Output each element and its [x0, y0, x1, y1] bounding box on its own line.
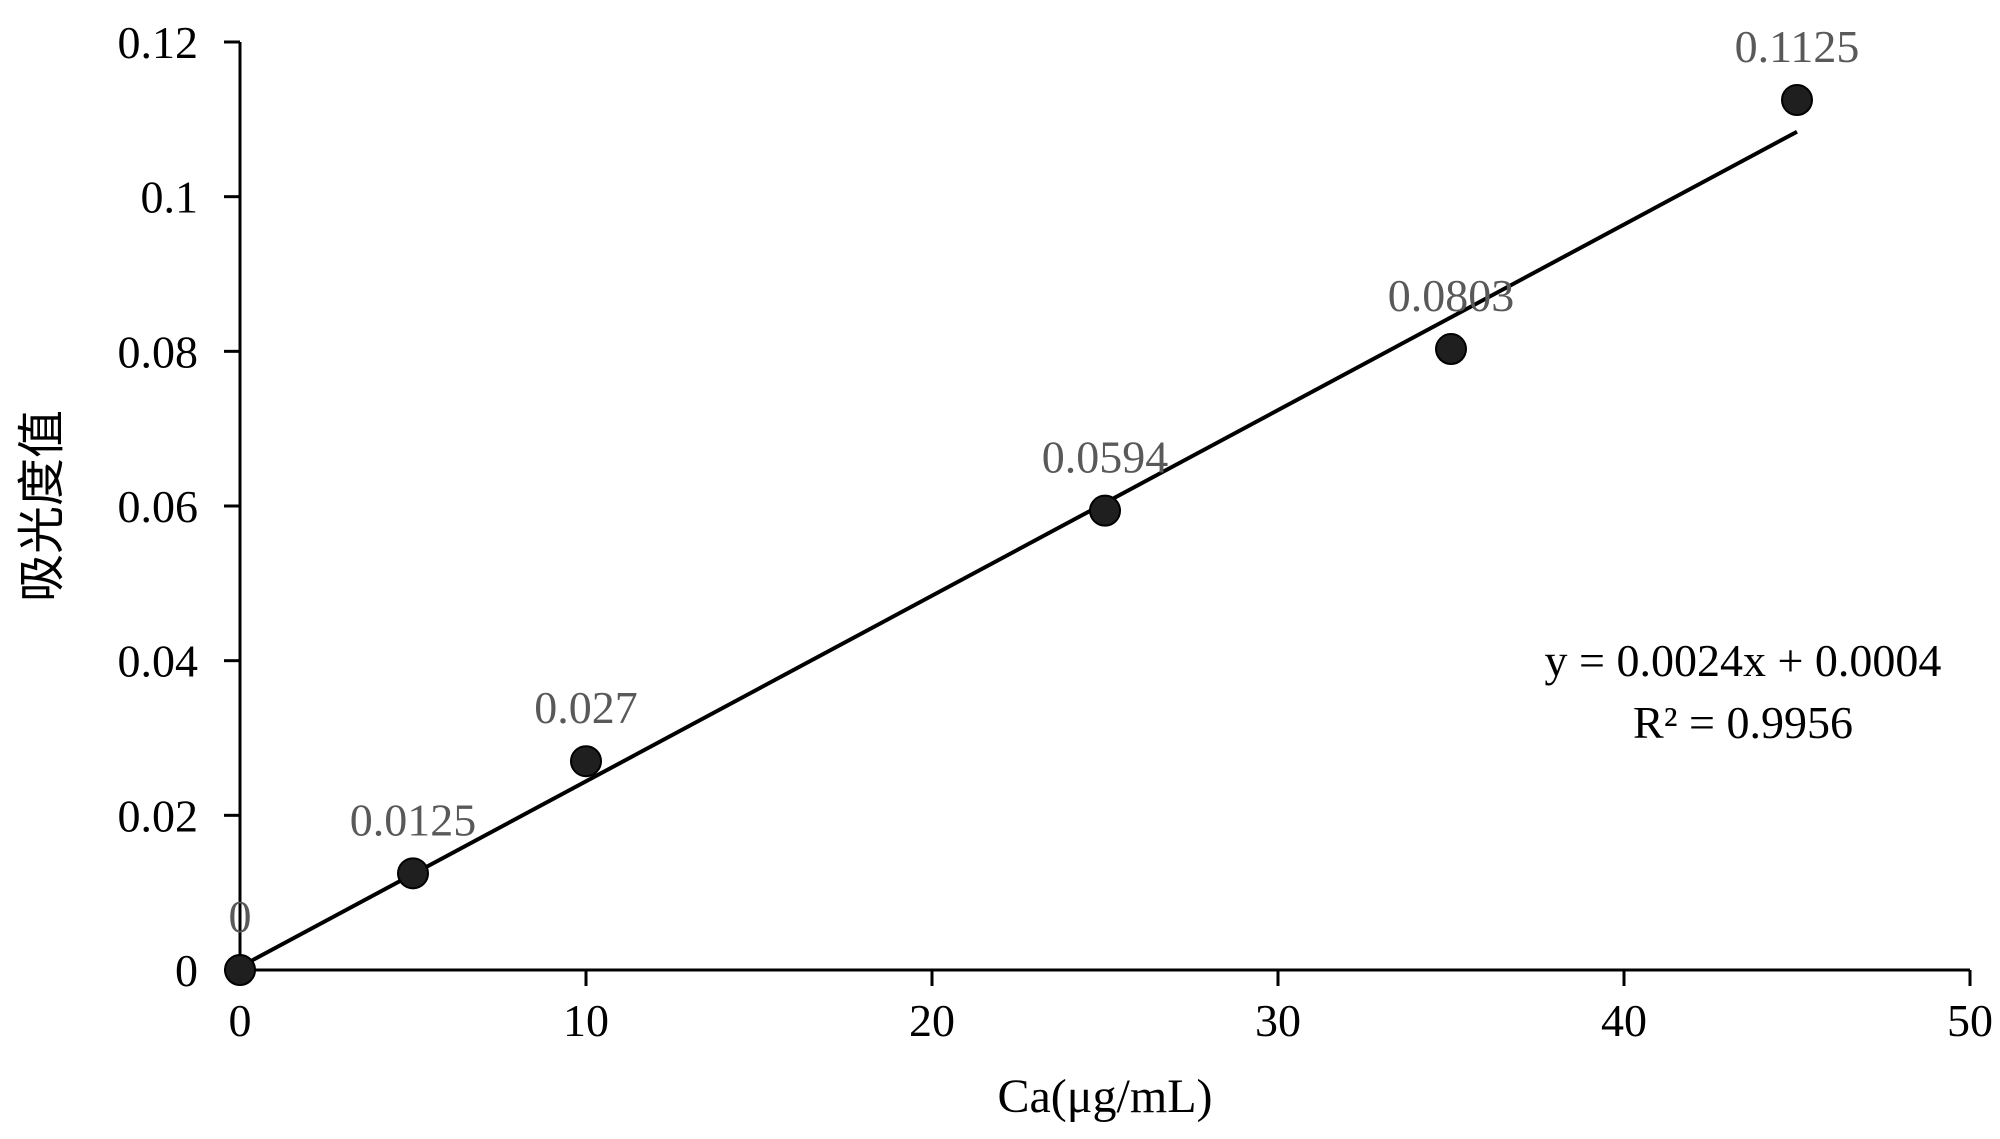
data-point	[1781, 84, 1813, 116]
trendline-r-squared: R² = 0.9956	[1633, 697, 1853, 748]
x-tick-label: 10	[563, 995, 609, 1046]
y-tick-label: 0.04	[118, 636, 199, 687]
x-tick-label: 30	[1255, 995, 1301, 1046]
y-tick-label: 0	[175, 945, 198, 996]
data-point	[1435, 333, 1467, 366]
x-tick-label: 40	[1601, 995, 1647, 1046]
y-axis-title: 吸光度值	[16, 410, 69, 602]
data-labels: 0 0.0125 0.027 0.0594 0.0803 0.1125	[229, 21, 1860, 942]
y-axis-ticks: 0 0.02 0.04 0.06 0.08 0.1 0.12	[118, 17, 240, 996]
data-point	[570, 745, 602, 778]
x-tick-label: 20	[909, 995, 955, 1046]
data-label: 0.1125	[1735, 21, 1860, 72]
data-label: 0.0594	[1042, 432, 1169, 483]
x-tick-label: 0	[229, 995, 252, 1046]
data-points	[224, 84, 1813, 986]
data-label: 0.0125	[350, 794, 477, 845]
y-tick-label: 0.06	[118, 481, 199, 532]
data-label: 0.027	[534, 682, 638, 733]
data-point	[1089, 494, 1121, 527]
x-axis-title: Ca(μg/mL)	[997, 1070, 1212, 1123]
y-tick-label: 0.02	[118, 790, 199, 841]
data-label: 0.0803	[1388, 270, 1515, 321]
trendline-group	[239, 129, 1798, 969]
trendline-equation: y = 0.0024x + 0.0004	[1545, 635, 1942, 686]
x-axis-ticks: 0 10 20 30 40 50	[229, 970, 1993, 1046]
axes: 0 10 20 30 40 50 0 0.02 0.04 0.06 0.08 0.1 0.12	[118, 17, 1994, 1046]
y-tick-label: 0.1	[141, 172, 199, 223]
y-tick-label: 0.12	[118, 17, 199, 68]
data-label: 0	[229, 891, 252, 942]
trendline	[239, 129, 1798, 969]
data-point	[224, 954, 256, 986]
x-tick-label: 50	[1947, 995, 1993, 1046]
y-tick-label: 0.08	[118, 326, 199, 377]
data-point	[397, 857, 429, 890]
